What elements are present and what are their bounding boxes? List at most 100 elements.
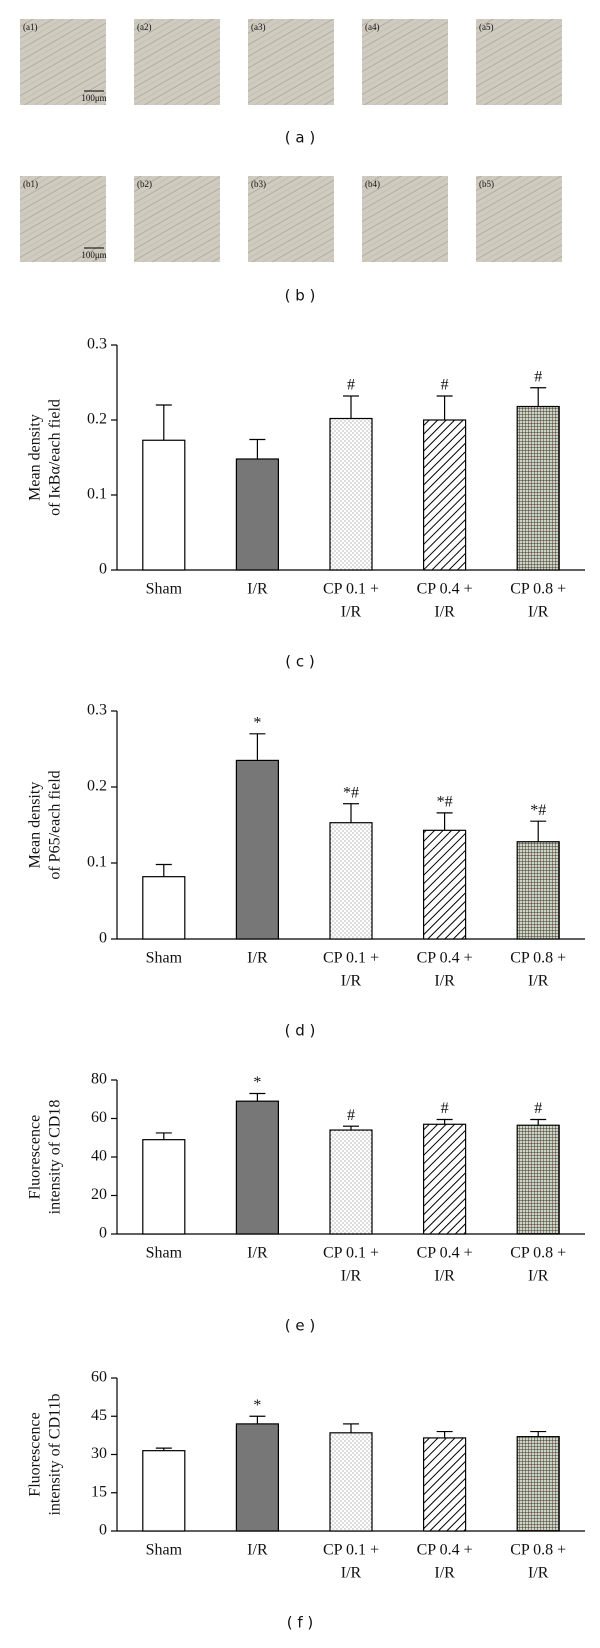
- y-tick-label: 0: [99, 1225, 107, 1242]
- y-tick-label: 0: [99, 561, 107, 578]
- y-tick-label: 0.1: [87, 486, 107, 503]
- x-tick-label: CP 0.4 +: [417, 1245, 473, 1262]
- y-axis-label: Mean density: [27, 414, 44, 501]
- x-tick-label: I/R: [528, 973, 549, 990]
- y-tick-label: 0: [99, 930, 107, 947]
- bar: [329, 822, 373, 940]
- x-tick-label: CP 0.4 +: [417, 950, 473, 967]
- panel-label: (a5): [479, 22, 494, 32]
- x-tick-label: CP 0.8 +: [510, 581, 566, 598]
- caption: ( a ): [285, 129, 315, 147]
- panel-label: (a3): [251, 22, 266, 32]
- panel-label: (b5): [479, 179, 494, 189]
- y-axis-label: of IκBα/each field: [47, 399, 64, 516]
- x-tick-label: I/R: [341, 1565, 362, 1582]
- significance-mark: *: [253, 1397, 261, 1414]
- y-tick-label: 0.2: [87, 778, 107, 795]
- y-tick-label: 60: [91, 1369, 107, 1386]
- panel-label: (b1): [23, 179, 38, 189]
- significance-mark: #: [441, 377, 449, 394]
- x-tick-label: I/R: [434, 604, 455, 621]
- y-axis-label: of P65/each field: [47, 770, 64, 879]
- micrograph: [362, 19, 448, 105]
- bar: [329, 417, 373, 571]
- y-tick-label: 0.3: [87, 702, 107, 719]
- significance-mark: #: [347, 377, 355, 394]
- y-tick-label: 80: [91, 1071, 107, 1088]
- significance-mark: *#: [530, 802, 546, 819]
- significance-mark: *#: [437, 794, 453, 811]
- micrograph: [248, 19, 334, 105]
- y-axis-label: Fluorescence: [27, 1115, 44, 1199]
- micrograph: [476, 176, 562, 262]
- panel-label: (a2): [137, 22, 152, 32]
- y-axis-label: intensity of CD11b: [47, 1393, 64, 1515]
- caption: ( c ): [285, 653, 315, 671]
- x-tick-label: Sham: [146, 1542, 183, 1559]
- x-tick-label: I/R: [528, 604, 549, 621]
- micrograph: [248, 176, 334, 262]
- caption: ( d ): [285, 1022, 316, 1040]
- bar: [423, 1123, 467, 1235]
- bar: [235, 1100, 279, 1235]
- x-tick-label: I/R: [434, 1565, 455, 1582]
- x-tick-label: CP 0.8 +: [510, 1542, 566, 1559]
- panel-label: (b3): [251, 179, 266, 189]
- bar: [516, 1436, 560, 1532]
- bar: [235, 458, 279, 571]
- x-tick-label: I/R: [341, 973, 362, 990]
- x-tick-label: Sham: [146, 950, 183, 967]
- y-tick-label: 0: [99, 1522, 107, 1539]
- x-tick-label: CP 0.8 +: [510, 1245, 566, 1262]
- significance-mark: #: [441, 1100, 449, 1117]
- caption: ( f ): [287, 1614, 314, 1632]
- bar: [423, 419, 467, 571]
- x-tick-label: Sham: [146, 1245, 183, 1262]
- significance-mark: #: [534, 1100, 542, 1117]
- micrograph: [134, 19, 220, 105]
- bar: [142, 876, 186, 940]
- bar: [329, 1432, 373, 1532]
- x-tick-label: I/R: [247, 950, 268, 967]
- panel-label: (b4): [365, 179, 380, 189]
- x-tick-label: I/R: [247, 1542, 268, 1559]
- micrograph: [476, 19, 562, 105]
- bar: [423, 829, 467, 940]
- y-tick-label: 60: [91, 1109, 107, 1126]
- micrograph: [134, 176, 220, 262]
- x-tick-label: CP 0.8 +: [510, 950, 566, 967]
- significance-mark: #: [347, 1107, 355, 1124]
- x-tick-label: I/R: [247, 581, 268, 598]
- caption: ( b ): [285, 287, 316, 305]
- x-tick-label: CP 0.1 +: [323, 1542, 379, 1559]
- bar: [329, 1129, 373, 1235]
- panel-label: (a4): [365, 22, 380, 32]
- bar: [142, 1139, 186, 1235]
- significance-mark: *#: [343, 784, 359, 801]
- x-tick-label: I/R: [247, 1245, 268, 1262]
- bar: [516, 841, 560, 940]
- x-tick-label: Sham: [146, 581, 183, 598]
- caption: ( e ): [285, 1317, 315, 1335]
- bar: [235, 1423, 279, 1532]
- x-tick-label: I/R: [528, 1565, 549, 1582]
- bar: [235, 759, 279, 940]
- x-tick-label: I/R: [528, 1268, 549, 1285]
- x-tick-label: CP 0.4 +: [417, 1542, 473, 1559]
- scale-bar-label: 100μm: [81, 93, 106, 103]
- x-tick-label: I/R: [434, 1268, 455, 1285]
- x-tick-label: CP 0.1 +: [323, 1245, 379, 1262]
- x-tick-label: I/R: [341, 1268, 362, 1285]
- bar: [142, 1450, 186, 1532]
- panel-label: (b2): [137, 179, 152, 189]
- bar: [516, 1124, 560, 1235]
- significance-mark: *: [253, 1074, 261, 1091]
- y-tick-label: 0.2: [87, 411, 107, 428]
- y-tick-label: 0.1: [87, 854, 107, 871]
- y-axis-label: Fluorescence: [27, 1412, 44, 1496]
- micrograph: [362, 176, 448, 262]
- y-tick-label: 30: [91, 1445, 107, 1462]
- y-tick-label: 45: [91, 1407, 107, 1424]
